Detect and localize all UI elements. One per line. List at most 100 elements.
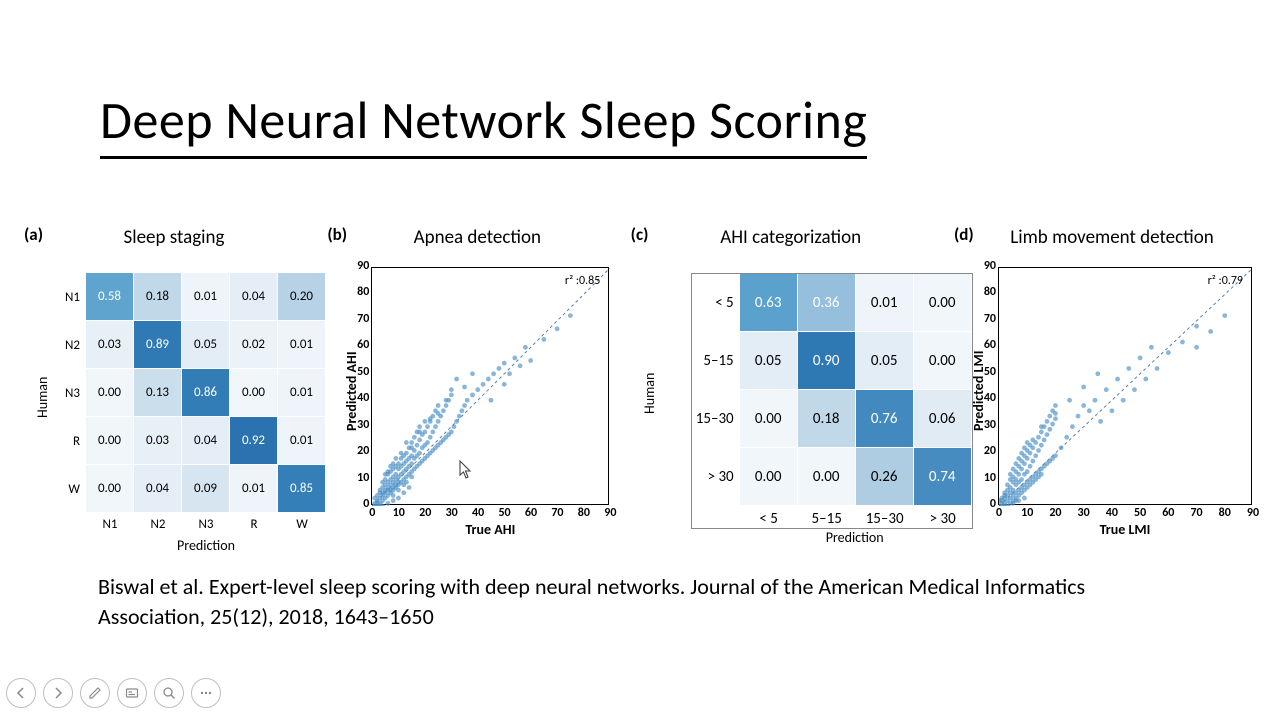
scatter-b-r2: r² :0.85 <box>565 274 600 288</box>
ytick: 90 <box>357 259 372 273</box>
ytick: 60 <box>357 338 372 352</box>
xtick: 90 <box>604 504 616 520</box>
xtick: 40 <box>1106 504 1118 520</box>
panel-d-title: Limb movement detection <box>954 226 1270 249</box>
heatmap-cell: 0.05 <box>182 321 230 369</box>
ytick: 10 <box>357 471 372 485</box>
panel-b: (b) Apnea detection r² :0.85 00101020203… <box>327 220 627 550</box>
row-label: N3 <box>64 369 86 417</box>
panel-a-xaxis: Prediction <box>86 537 326 554</box>
title-wrap: Deep Neural Network Sleep Scoring <box>100 88 867 159</box>
heatmap-cell: 0.00 <box>230 369 278 417</box>
scatter-b-xlabel: True AHI <box>371 521 609 538</box>
col-label: 5–15 <box>798 506 856 528</box>
xtick: 70 <box>551 504 563 520</box>
ytick: 90 <box>984 259 999 273</box>
zoom-button[interactable] <box>154 678 184 708</box>
row-label: 15–30 <box>692 390 740 448</box>
heatmap-cell: 0.00 <box>798 448 856 506</box>
heatmap-cell: 0.01 <box>856 274 914 332</box>
heatmap-cell: 0.00 <box>740 390 798 448</box>
subtitles-button[interactable] <box>117 678 147 708</box>
figure-panels: (a) Sleep staging N10.580.180.010.040.20… <box>24 220 1270 550</box>
heatmap-cell: 0.36 <box>798 274 856 332</box>
panel-a-yaxis: Human <box>34 377 51 418</box>
prev-slide-button[interactable] <box>6 678 36 708</box>
heatmap-cell: 0.03 <box>86 321 134 369</box>
col-label: < 5 <box>740 506 798 528</box>
ytick: 80 <box>984 285 999 299</box>
xtick: 70 <box>1190 504 1202 520</box>
heatmap-cell: 0.00 <box>86 417 134 465</box>
heatmap-cell: 0.26 <box>856 448 914 506</box>
heatmap-cell: 0.18 <box>798 390 856 448</box>
next-slide-button[interactable] <box>43 678 73 708</box>
row-label: W <box>64 465 86 513</box>
xtick: 90 <box>1247 504 1259 520</box>
heatmap-cell: 0.20 <box>278 273 326 321</box>
xtick: 0 <box>996 504 1002 520</box>
col-label: R <box>230 513 278 535</box>
col-label: W <box>278 513 326 535</box>
scatter-b-ylabel: Predicted AHI <box>343 351 360 431</box>
citation: Biswal et al. Expert-level sleep scoring… <box>98 572 1160 631</box>
col-label: N2 <box>134 513 182 535</box>
panel-a: (a) Sleep staging N10.580.180.010.040.20… <box>24 220 324 550</box>
panel-c: (c) AHI categorization < 50.630.360.010.… <box>631 220 951 550</box>
panel-b-title: Apnea detection <box>327 226 627 249</box>
ytick: 10 <box>984 471 999 485</box>
panel-c-yaxis: Human <box>641 373 658 414</box>
presentation-toolbar <box>6 678 221 708</box>
heatmap-cell: 0.18 <box>134 273 182 321</box>
row-label: < 5 <box>692 274 740 332</box>
ytick: 70 <box>984 312 999 326</box>
pen-button[interactable] <box>80 678 110 708</box>
panel-d: (d) Limb movement detection r² :0.79 001… <box>954 220 1270 550</box>
xtick: 50 <box>1134 504 1146 520</box>
heatmap-cell: 0.02 <box>230 321 278 369</box>
scatter-d-r2: r² :0.79 <box>1208 274 1243 288</box>
heatmap-cell: 0.76 <box>856 390 914 448</box>
row-label: N1 <box>64 273 86 321</box>
col-label: 15–30 <box>856 506 914 528</box>
col-label: N1 <box>86 513 134 535</box>
panel-c-title: AHI categorization <box>631 226 951 249</box>
scatter-d: r² :0.79 0010102020303040405050606070708… <box>998 267 1252 505</box>
heatmap-cell: 0.00 <box>740 448 798 506</box>
xtick: 80 <box>1219 504 1231 520</box>
heatmap-cell: 0.09 <box>182 465 230 513</box>
heatmap-cell: 0.04 <box>182 417 230 465</box>
heatmap-cell: 0.04 <box>134 465 182 513</box>
heatmap-cell: 0.04 <box>230 273 278 321</box>
heatmap-cell: 0.85 <box>278 465 326 513</box>
heatmap-cell: 0.90 <box>798 332 856 390</box>
heatmap-cell: 0.01 <box>278 321 326 369</box>
row-label: N2 <box>64 321 86 369</box>
heatmap-cell: 0.01 <box>230 465 278 513</box>
xtick: 10 <box>1021 504 1033 520</box>
heatmap-cell: 0.58 <box>86 273 134 321</box>
heatmap-cell: 0.03 <box>134 417 182 465</box>
xtick: 0 <box>369 504 375 520</box>
ytick: 20 <box>984 444 999 458</box>
xtick: 50 <box>498 504 510 520</box>
heatmap-cell: 0.63 <box>740 274 798 332</box>
xtick: 30 <box>1078 504 1090 520</box>
row-label: 5–15 <box>692 332 740 390</box>
ytick: 80 <box>357 285 372 299</box>
more-button[interactable] <box>191 678 221 708</box>
xtick: 80 <box>578 504 590 520</box>
heatmap-cell: 0.92 <box>230 417 278 465</box>
heatmap-cell: 0.01 <box>278 417 326 465</box>
heatmap-cell: 0.13 <box>134 369 182 417</box>
scatter-b: r² :0.85 0010102020303040405050606070708… <box>371 267 609 505</box>
heatmap-cell: 0.05 <box>856 332 914 390</box>
heatmap-cell: 0.00 <box>86 465 134 513</box>
panel-c-xaxis: Prediction <box>739 529 971 546</box>
scatter-d-xlabel: True LMI <box>998 521 1252 538</box>
heatmap-cell: 0.89 <box>134 321 182 369</box>
row-label: > 30 <box>692 448 740 506</box>
page-title: Deep Neural Network Sleep Scoring <box>100 88 867 159</box>
confusion-matrix-c: < 50.630.360.010.005–150.050.900.050.001… <box>691 273 973 529</box>
heatmap-cell: 0.01 <box>182 273 230 321</box>
